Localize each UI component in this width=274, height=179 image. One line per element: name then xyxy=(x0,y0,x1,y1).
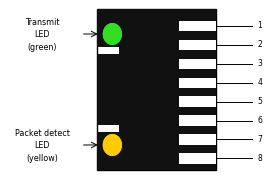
Bar xyxy=(179,21,216,31)
Bar xyxy=(179,59,216,69)
Bar xyxy=(179,40,216,50)
Text: LED: LED xyxy=(35,30,50,39)
Bar xyxy=(179,115,216,126)
Bar xyxy=(97,132,121,170)
Text: 7: 7 xyxy=(258,135,262,144)
Bar xyxy=(119,9,216,170)
Text: Packet detect: Packet detect xyxy=(15,129,70,138)
Text: 1: 1 xyxy=(258,21,262,30)
Text: 2: 2 xyxy=(258,40,262,49)
Text: 6: 6 xyxy=(258,116,262,125)
Ellipse shape xyxy=(102,133,122,157)
Bar xyxy=(179,78,216,88)
Text: 3: 3 xyxy=(258,59,262,68)
Text: Transmit: Transmit xyxy=(25,18,60,27)
Bar xyxy=(179,134,216,145)
Text: LED: LED xyxy=(35,141,50,150)
Bar xyxy=(97,54,121,125)
Text: (yellow): (yellow) xyxy=(27,154,58,163)
Text: 5: 5 xyxy=(258,97,262,106)
Bar xyxy=(179,153,216,164)
Text: 4: 4 xyxy=(258,78,262,87)
Bar xyxy=(97,9,121,47)
Ellipse shape xyxy=(102,22,122,46)
Text: (green): (green) xyxy=(28,43,57,52)
Text: 8: 8 xyxy=(258,154,262,163)
Bar xyxy=(179,96,216,107)
Bar xyxy=(97,9,216,170)
